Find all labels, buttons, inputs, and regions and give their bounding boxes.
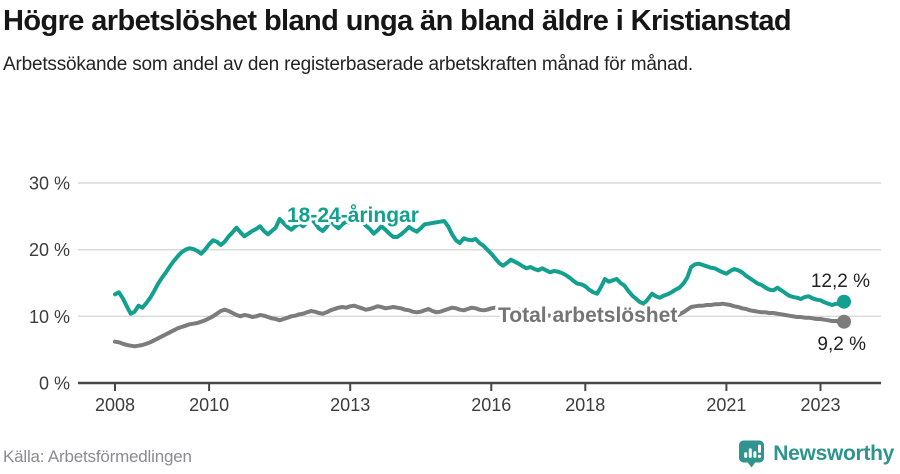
x-tick-label: 2013 (330, 395, 370, 415)
x-tick-label: 2008 (95, 395, 135, 415)
x-tick-label: 2021 (706, 395, 746, 415)
x-tick-label: 2018 (565, 395, 605, 415)
x-tick-label: 2023 (800, 395, 840, 415)
x-tick-label: 2016 (471, 395, 511, 415)
newsworthy-wordmark: Newsworthy (773, 442, 894, 465)
total-series-label: Total arbetslöshet (498, 304, 677, 327)
line-chart: 30 % 20 % 10 % 0 % 2008 2010 2013 2016 2… (29, 174, 881, 415)
y-tick-label: 30 % (29, 174, 70, 194)
source-note: Källa: Arbetsförmedlingen (3, 447, 192, 466)
youth-series-label: 18-24-åringar (287, 204, 419, 227)
y-tick-label: 0 % (39, 374, 70, 394)
total-end-dot (837, 314, 851, 329)
newsworthy-pin-barchart-icon (739, 440, 765, 468)
youth-end-dot (837, 294, 851, 309)
y-tick-label: 10 % (29, 307, 70, 327)
youth-unemployment-line (113, 214, 846, 316)
chart-subtitle: Arbetssökande som andel av den registerb… (3, 53, 693, 75)
chart-header: Högre arbetslöshet bland unga än bland ä… (3, 4, 792, 78)
youth-end-value-label: 12,2 % (811, 271, 870, 292)
page-title: Högre arbetslöshet bland unga än bland ä… (3, 5, 792, 37)
total-unemployment-line (113, 301, 846, 349)
x-axis: 2008 2010 2013 2016 2018 2021 2023 (95, 383, 841, 415)
y-tick-label: 20 % (29, 240, 70, 260)
total-end-value-label: 9,2 % (817, 334, 866, 355)
x-tick-label: 2010 (189, 395, 229, 415)
newsworthy-logo[interactable]: Newsworthy (737, 439, 894, 469)
